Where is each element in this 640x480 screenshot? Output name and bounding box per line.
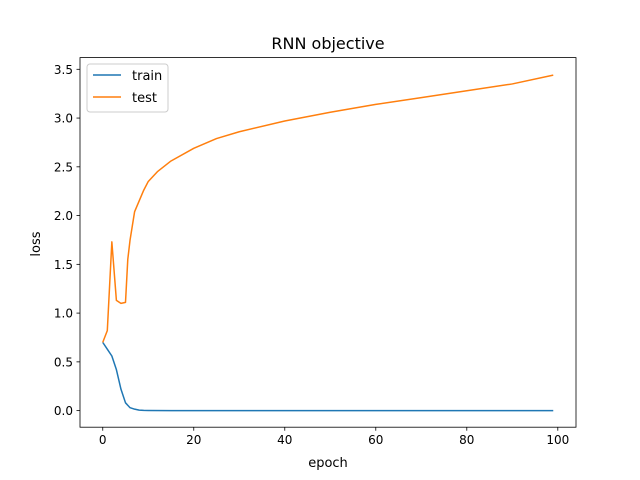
- series-line-test: [102, 74, 554, 343]
- legend-label-test: test: [132, 91, 157, 106]
- plot-frame: [79, 57, 577, 428]
- legend: train test: [86, 63, 169, 113]
- x-axis-label: epoch: [308, 456, 348, 471]
- legend-box: [86, 63, 169, 113]
- x-tick-label: 80: [459, 433, 474, 447]
- y-tick-label: 2.5: [54, 160, 73, 174]
- x-tick-label: 60: [368, 433, 383, 447]
- chart-title: RNN objective: [271, 34, 384, 53]
- y-tick-label: 1.0: [54, 307, 73, 321]
- y-axis-ticks: 0.0 0.5 1.0 1.5 2.0 2.5 3.0 3.5: [54, 63, 80, 418]
- y-tick-label: 0.5: [54, 355, 73, 369]
- x-tick-label: 40: [277, 433, 292, 447]
- legend-label-train: train: [132, 69, 162, 84]
- y-tick-label: 3.5: [54, 63, 73, 77]
- y-tick-label: 0.0: [54, 404, 73, 418]
- plot-area: [80, 57, 576, 428]
- y-tick-label: 2.0: [54, 209, 73, 223]
- x-tick-label: 0: [99, 433, 107, 447]
- x-tick-label: 20: [186, 433, 201, 447]
- x-axis-ticks: 0 20 40 60 80 100: [99, 427, 569, 447]
- y-tick-label: 3.0: [54, 112, 73, 126]
- y-tick-label: 1.5: [54, 258, 73, 272]
- y-axis-label: loss: [29, 231, 44, 256]
- series-line-train: [102, 341, 554, 412]
- series-lines: [102, 74, 554, 412]
- x-tick-label: 100: [546, 433, 569, 447]
